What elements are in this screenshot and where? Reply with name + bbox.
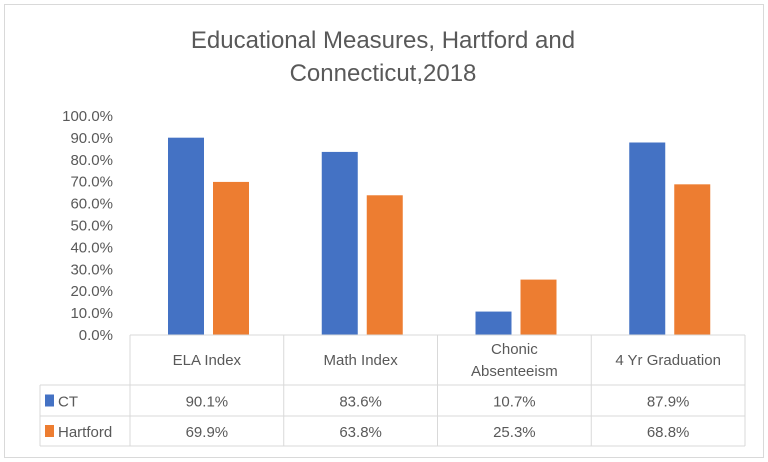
- bar-ct-0: [168, 137, 204, 335]
- y-tick-label: 0.0%: [79, 327, 113, 344]
- bar-hartford-1: [366, 195, 403, 335]
- bar-ct-1: [321, 151, 358, 335]
- chart-title: Connecticut,2018: [290, 60, 477, 87]
- category-label: Absenteeism: [471, 363, 558, 380]
- legend-key-hartford: [45, 425, 54, 437]
- y-tick-label: 90.0%: [70, 130, 113, 147]
- data-label: 25.3%: [493, 424, 536, 441]
- category-label: Math Index: [324, 352, 399, 369]
- legend-label: Hartford: [58, 424, 112, 441]
- bar-hartford-3: [674, 184, 711, 335]
- bar-hartford-0: [213, 181, 249, 335]
- y-tick-label: 20.0%: [70, 283, 113, 300]
- category-label: ELA Index: [173, 352, 242, 369]
- data-label: 63.8%: [339, 424, 382, 441]
- y-tick-label: 80.0%: [70, 152, 113, 169]
- category-label: 4 Yr Graduation: [615, 352, 721, 369]
- data-label: 68.8%: [647, 424, 690, 441]
- y-tick-label: 60.0%: [70, 196, 113, 213]
- data-label: 10.7%: [493, 394, 536, 411]
- bar-ct-2: [475, 311, 512, 335]
- y-tick-label: 50.0%: [70, 218, 113, 235]
- legend-key-ct: [45, 394, 54, 407]
- y-tick-label: 70.0%: [70, 174, 113, 191]
- y-tick-label: 30.0%: [70, 261, 113, 278]
- bar-ct-3: [629, 142, 666, 335]
- y-tick-label: 40.0%: [70, 239, 113, 256]
- data-label: 69.9%: [186, 424, 229, 441]
- category-label: Chonic: [491, 341, 538, 358]
- data-label: 87.9%: [647, 394, 690, 411]
- y-tick-label: 10.0%: [70, 305, 113, 322]
- chart-title: Educational Measures, Hartford and: [191, 27, 575, 54]
- legend-label: CT: [58, 394, 78, 411]
- data-label: 90.1%: [186, 394, 229, 411]
- bar-hartford-2: [520, 279, 557, 335]
- data-label: 83.6%: [339, 394, 382, 411]
- y-tick-label: 100.0%: [62, 108, 113, 125]
